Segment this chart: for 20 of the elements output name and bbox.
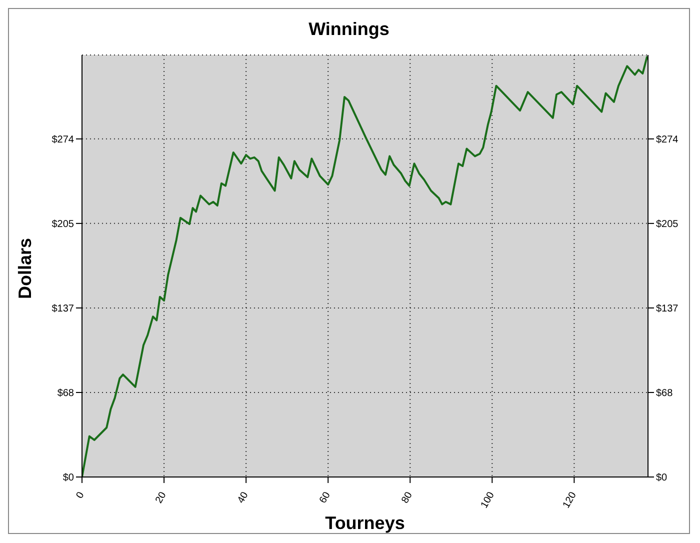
x-tick-label: 120 bbox=[561, 490, 580, 510]
y2-tick-label: $137 bbox=[656, 304, 679, 315]
y2-tick-label: $205 bbox=[656, 218, 679, 230]
y-tick-label: $68 bbox=[57, 388, 74, 400]
x-axis-title: Tourneys bbox=[324, 513, 406, 534]
y2-tick-label: $274 bbox=[656, 134, 679, 146]
y-tick-label: $0 bbox=[62, 472, 74, 484]
chart-title: Winnings bbox=[308, 19, 390, 40]
y2-tick-label: $68 bbox=[656, 388, 674, 400]
x-tick-label: 40 bbox=[236, 490, 252, 506]
y-tick-label: $205 bbox=[52, 218, 74, 230]
x-tick-label: 80 bbox=[400, 490, 416, 506]
x-tick-label: 20 bbox=[154, 490, 170, 506]
y-tick-label: $137 bbox=[52, 304, 74, 315]
x-tick-label: 0 bbox=[74, 490, 87, 501]
y-tick-label: $274 bbox=[52, 134, 74, 146]
x-tick-label: 60 bbox=[318, 490, 334, 506]
x-tick-label: 100 bbox=[479, 490, 498, 510]
y2-tick-label: $0 bbox=[656, 472, 668, 484]
y-axis-title: Dollars bbox=[15, 238, 36, 299]
